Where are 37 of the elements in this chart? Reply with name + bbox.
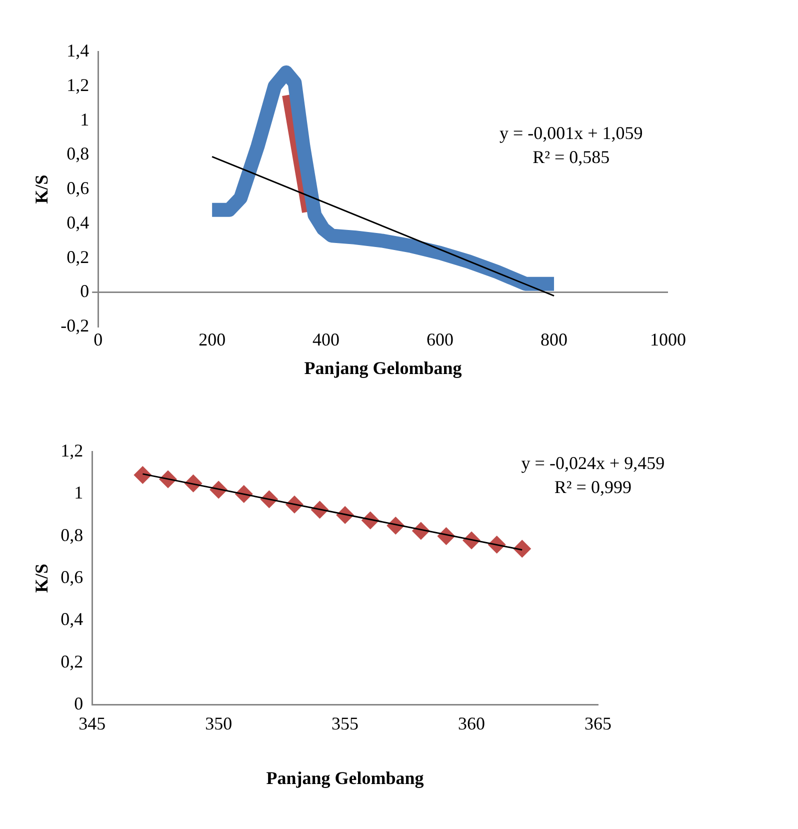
x-tick-label: 800 <box>540 329 568 350</box>
y-tick-label: 1,2 <box>66 74 90 95</box>
x-tick-label: 360 <box>458 713 486 734</box>
x-tick-label: 0 <box>94 329 103 350</box>
point <box>134 466 152 484</box>
y-tick-label: 0,8 <box>60 524 84 545</box>
annotation: y = -0,001x + 1,059 <box>499 123 643 144</box>
y-tick-label: 1 <box>80 109 90 130</box>
annotation: R² = 0,585 <box>532 147 610 168</box>
x-tick-label: 365 <box>584 713 612 734</box>
y-tick-label: 1,4 <box>66 40 90 61</box>
y-tick-label: 0,2 <box>60 651 84 672</box>
y-tick-label: 0,2 <box>66 246 90 267</box>
x-axis-title: Panjang Gelombang <box>266 768 424 788</box>
annotation: R² = 0,999 <box>554 477 632 498</box>
x-axis-title: Panjang Gelombang <box>304 358 462 378</box>
y-tick-label: 1 <box>74 482 84 503</box>
y-tick-label: -0,2 <box>60 316 90 336</box>
x-tick-label: 200 <box>198 329 226 350</box>
x-tick-label: 600 <box>426 329 454 350</box>
y-tick-label: 1,2 <box>60 440 84 461</box>
y-tick-label: 0,6 <box>66 178 90 198</box>
x-tick-label: 350 <box>205 713 232 734</box>
x-tick-label: 355 <box>332 713 359 734</box>
y-tick-label: 0,4 <box>66 212 90 232</box>
x-tick-label: 345 <box>78 713 106 734</box>
y-tick-label: 0,6 <box>60 567 84 588</box>
y-tick-label: 0,8 <box>66 144 90 164</box>
y-axis-title: K/S <box>31 174 52 204</box>
y-axis-title: K/S <box>31 564 52 593</box>
y-tick-label: 0 <box>80 281 90 302</box>
x-tick-label: 400 <box>312 329 340 350</box>
x-tick-label: 1000 <box>650 329 686 350</box>
annotation: y = -0,024x + 9,459 <box>521 453 665 474</box>
y-tick-label: 0,4 <box>60 609 84 630</box>
y-tick-label: 0 <box>74 694 84 714</box>
point <box>513 540 532 558</box>
